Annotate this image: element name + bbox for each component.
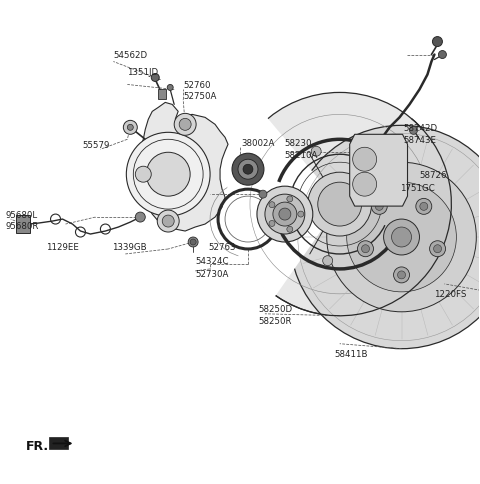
Text: 1751GC: 1751GC [399, 183, 434, 192]
Circle shape [420, 203, 428, 211]
Circle shape [384, 220, 420, 256]
Circle shape [265, 195, 305, 235]
Circle shape [409, 127, 418, 135]
FancyBboxPatch shape [158, 90, 166, 100]
Circle shape [135, 167, 151, 183]
Circle shape [190, 240, 196, 245]
Circle shape [394, 267, 409, 283]
Circle shape [397, 272, 406, 279]
Circle shape [238, 160, 258, 180]
Text: 58250R: 58250R [258, 317, 291, 326]
Circle shape [126, 133, 210, 217]
Text: 58250D: 58250D [258, 304, 292, 314]
Circle shape [269, 202, 275, 208]
Circle shape [188, 238, 198, 247]
Circle shape [438, 51, 446, 60]
Circle shape [392, 227, 411, 247]
Text: 1339GB: 1339GB [112, 243, 147, 252]
Circle shape [361, 245, 370, 253]
Polygon shape [138, 103, 228, 231]
Circle shape [228, 93, 451, 316]
Text: 1351JD: 1351JD [127, 68, 158, 77]
Polygon shape [48, 438, 69, 450]
Circle shape [375, 203, 383, 211]
Text: FR.: FR. [25, 439, 49, 452]
Circle shape [290, 126, 480, 349]
Circle shape [232, 154, 264, 186]
Circle shape [273, 203, 297, 227]
Text: 54324C: 54324C [195, 257, 228, 266]
Circle shape [308, 173, 372, 237]
Circle shape [353, 173, 377, 197]
Circle shape [287, 197, 293, 202]
Circle shape [318, 183, 361, 227]
Text: 58743E: 58743E [404, 136, 436, 145]
Circle shape [279, 209, 291, 221]
Circle shape [432, 38, 443, 47]
Circle shape [157, 211, 179, 232]
Text: 58726: 58726 [420, 170, 447, 180]
Text: 1129EE: 1129EE [46, 243, 78, 252]
Circle shape [174, 114, 196, 136]
Text: 38002A: 38002A [241, 138, 275, 148]
Text: 58230: 58230 [285, 138, 312, 148]
Circle shape [277, 206, 287, 216]
Circle shape [162, 216, 174, 227]
Circle shape [430, 241, 445, 257]
Circle shape [167, 85, 173, 91]
Text: 95680L: 95680L [6, 210, 38, 219]
Circle shape [358, 241, 373, 257]
Circle shape [127, 125, 133, 131]
Circle shape [311, 147, 321, 157]
FancyBboxPatch shape [16, 216, 30, 234]
Circle shape [259, 191, 267, 199]
Text: 52760: 52760 [183, 81, 211, 90]
Text: 58411B: 58411B [335, 349, 368, 359]
Circle shape [269, 221, 275, 227]
Circle shape [135, 212, 145, 223]
Circle shape [298, 212, 304, 218]
Circle shape [123, 121, 137, 135]
Circle shape [327, 163, 476, 312]
Circle shape [243, 165, 253, 175]
Text: 54562D: 54562D [113, 51, 147, 60]
Text: 95680R: 95680R [6, 221, 39, 230]
Circle shape [323, 256, 333, 266]
Circle shape [151, 75, 159, 82]
Circle shape [372, 199, 387, 215]
Text: 52763: 52763 [208, 243, 236, 252]
Circle shape [146, 153, 190, 197]
Polygon shape [350, 135, 408, 207]
Text: 52750A: 52750A [183, 92, 216, 101]
Text: 58742D: 58742D [404, 123, 438, 133]
Circle shape [385, 228, 395, 239]
Circle shape [179, 119, 191, 131]
Circle shape [257, 187, 313, 242]
Text: 52730A: 52730A [195, 270, 228, 279]
Text: 1220FS: 1220FS [434, 290, 467, 299]
Wedge shape [226, 118, 340, 298]
Circle shape [353, 148, 377, 172]
Text: 58210A: 58210A [285, 151, 318, 159]
Circle shape [287, 227, 293, 233]
Circle shape [347, 183, 456, 292]
Text: 55579: 55579 [83, 140, 110, 150]
Circle shape [433, 245, 442, 253]
Circle shape [416, 199, 432, 215]
Circle shape [378, 161, 388, 171]
